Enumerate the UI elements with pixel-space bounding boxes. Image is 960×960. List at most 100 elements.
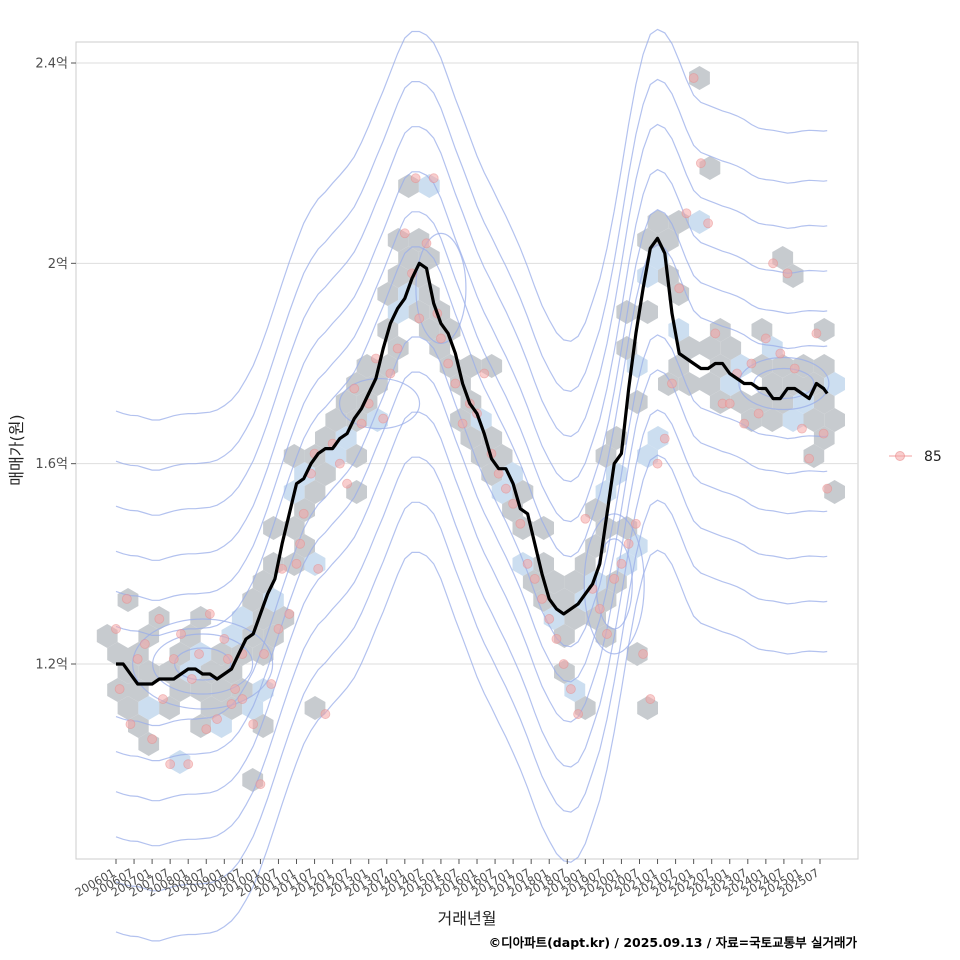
hexbin-cell	[689, 210, 710, 234]
hexbin-cell	[169, 678, 191, 702]
scatter-point	[667, 378, 677, 389]
hexbin-cell	[179, 624, 201, 648]
hexbin-cell	[564, 570, 586, 594]
contour-line	[115, 454, 828, 847]
moving-average-line-layer	[116, 236, 829, 686]
hexbin-cell	[772, 390, 794, 414]
hexbin-cell	[221, 660, 243, 684]
scatter-point	[114, 684, 125, 694]
scatter-point	[436, 333, 446, 344]
hexbin-cell	[709, 354, 731, 378]
scatter-point	[789, 363, 800, 374]
scatter-point	[295, 538, 306, 549]
scatter-point	[255, 779, 266, 790]
hexbin-cell	[304, 480, 326, 504]
contour-ring	[174, 647, 232, 681]
hexbin-cell	[626, 642, 648, 666]
scatter-point	[230, 684, 241, 694]
hexbin-cell	[367, 372, 388, 396]
hexbin-cell	[470, 444, 492, 468]
y-tick-label: 1.2억	[35, 658, 68, 673]
density-contours	[115, 28, 830, 942]
y-tick-label: 1.6억	[35, 457, 68, 472]
contour-ring	[152, 633, 254, 695]
contour-ring	[415, 232, 467, 344]
scatter-point	[616, 558, 627, 569]
scatter-point	[818, 428, 829, 439]
scatter-point	[688, 73, 699, 83]
scatter-point	[320, 709, 331, 719]
contour-line	[115, 78, 828, 471]
scatter-point	[775, 348, 786, 359]
scatter-point	[147, 734, 158, 745]
scatter-point	[822, 483, 833, 494]
hexbin-cell	[585, 498, 606, 522]
scatter-point	[544, 614, 555, 624]
scatter-point	[580, 513, 591, 524]
y-axis: 1.2억 1.6억 2억 2.4억	[35, 57, 76, 673]
hexbin-cell	[730, 390, 752, 414]
scatter-point	[259, 649, 269, 659]
caption: ©디아파트(dapt.kr) / 2025.09.13 / 자료=국토교통부 실…	[489, 935, 858, 950]
legend-label: 85	[924, 449, 942, 465]
contour-line	[115, 369, 828, 762]
hexbin-cell	[751, 354, 773, 378]
hexbin-cell	[128, 714, 149, 738]
hexbin-cell	[626, 534, 648, 558]
contour-ring	[595, 538, 633, 630]
hexbin-cell	[595, 444, 617, 468]
hexbin-cell	[637, 264, 658, 288]
hexbin-cell	[554, 588, 575, 612]
scatter-point	[782, 268, 793, 279]
x-axis-title: 거래년월	[438, 909, 497, 928]
scatter-point	[183, 759, 194, 770]
hexbin-cell	[335, 426, 357, 450]
contour-line	[115, 499, 828, 892]
scatter-point	[681, 208, 692, 219]
scatter-point	[558, 659, 569, 669]
scatter-point	[201, 724, 212, 735]
scatter-point	[334, 458, 345, 469]
scatter-point	[638, 649, 648, 659]
scatter-point	[479, 368, 490, 379]
contour-ring	[738, 356, 830, 411]
scatter-point	[659, 433, 670, 444]
hexbin-cell	[460, 354, 482, 378]
scatter-point	[410, 173, 421, 184]
hexbin-cell	[200, 696, 222, 720]
hexbin-cell	[107, 642, 128, 666]
hexbin-cell	[803, 408, 825, 432]
scatter-point	[176, 629, 186, 639]
scatter-point	[313, 563, 324, 574]
moving-average-line	[116, 236, 829, 686]
hexbin-cell	[761, 408, 783, 432]
scatter-point	[652, 458, 663, 469]
hexbin-cell	[720, 336, 742, 360]
contour-line	[115, 168, 828, 561]
scatter-point	[121, 593, 132, 604]
scatter-point	[753, 408, 764, 419]
scatter-point	[630, 518, 641, 529]
scatter-point	[594, 604, 605, 614]
scatter-point	[349, 383, 360, 394]
scatter-point	[724, 398, 735, 409]
hexbin-cell	[793, 354, 814, 378]
hexbin-cell	[813, 390, 835, 414]
scatter-point	[443, 358, 454, 369]
scatter-point	[284, 609, 295, 619]
hexbin-cell	[117, 696, 139, 720]
hexbin-cell	[138, 660, 160, 684]
scatter-point	[428, 173, 439, 184]
scatter-point	[273, 624, 284, 634]
contour-ring	[338, 377, 421, 430]
hexbin-cell	[418, 318, 440, 342]
scatter-point	[609, 573, 620, 584]
hexbin-cell	[637, 300, 658, 324]
scatter-point	[158, 694, 168, 704]
scatter-point	[186, 674, 197, 684]
hexbin-cell	[772, 354, 794, 378]
scatter-point	[703, 218, 713, 229]
scatter-point	[804, 453, 815, 464]
plot-panel	[75, 41, 859, 860]
scatter-point	[811, 328, 822, 339]
